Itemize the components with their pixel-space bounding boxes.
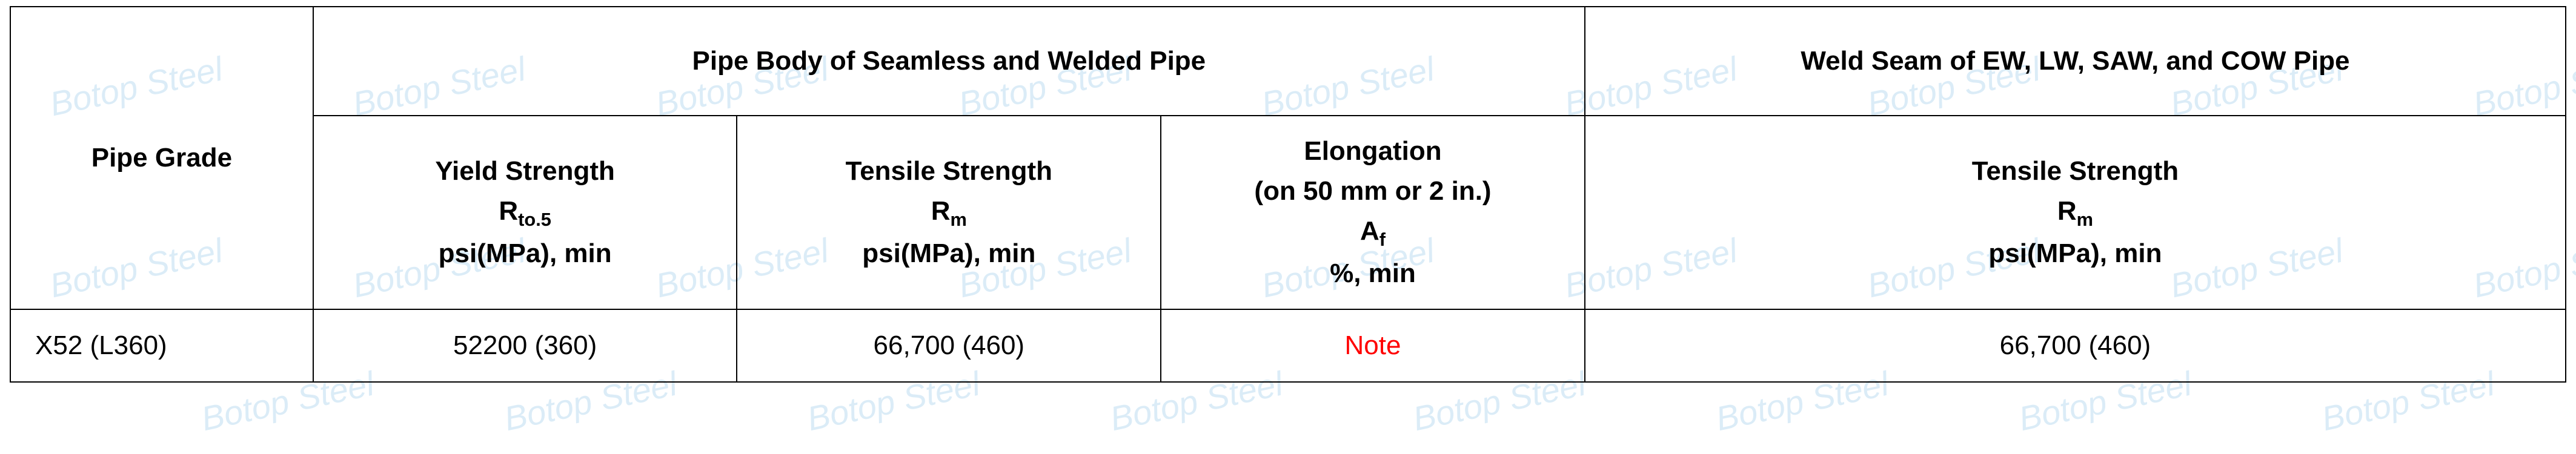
group2-label: Weld Seam of EW, LW, SAW, and COW Pipe: [1801, 46, 2349, 76]
elong-line2: (on 50 mm or 2 in.): [1254, 176, 1491, 206]
tensile2-line1: Tensile Strength: [1972, 156, 2179, 186]
pipe-spec-table: Pipe Grade Pipe Body of Seamless and Wel…: [10, 6, 2566, 383]
group1-label: Pipe Body of Seamless and Welded Pipe: [692, 46, 1206, 76]
header-elongation: Elongation (on 50 mm or 2 in.) Af %, min: [1161, 116, 1585, 309]
table-row: X52 (L360) 52200 (360) 66,700 (460) Note…: [10, 309, 2566, 382]
elong-line4: %, min: [1330, 258, 1416, 288]
header-group-weld: Weld Seam of EW, LW, SAW, and COW Pipe: [1585, 7, 2566, 116]
yield-line3: psi(MPa), min: [439, 239, 612, 268]
tensile2-line3: psi(MPa), min: [1988, 239, 2162, 268]
tensile1-line2-sub: m: [951, 209, 967, 230]
elong-line1: Elongation: [1304, 136, 1441, 166]
cell-pipe-grade: X52 (L360): [10, 309, 313, 382]
yield-line2-main: R: [499, 196, 518, 226]
tensile1-line2-main: R: [931, 196, 951, 226]
header-tensile1: Tensile Strength Rm psi(MPa), min: [737, 116, 1161, 309]
tensile1-line3: psi(MPa), min: [862, 239, 1035, 268]
header-yield-strength: Yield Strength Rto.5 psi(MPa), min: [313, 116, 737, 309]
cell-yield: 52200 (360): [313, 309, 737, 382]
header-group-body: Pipe Body of Seamless and Welded Pipe: [313, 7, 1585, 116]
cell-elongation-note: Note: [1161, 309, 1585, 382]
cell-tensile1: 66,700 (460): [737, 309, 1161, 382]
tensile2-line2-sub: m: [2077, 209, 2093, 230]
cell-tensile2: 66,700 (460): [1585, 309, 2566, 382]
pipe-grade-label: Pipe Grade: [91, 143, 232, 173]
tensile2-line2-main: R: [2057, 196, 2077, 226]
elong-line3-sub: f: [1379, 229, 1386, 250]
elong-line3-main: A: [1360, 216, 1379, 246]
tensile1-line1: Tensile Strength: [846, 156, 1052, 186]
header-pipe-grade: Pipe Grade: [10, 7, 313, 309]
yield-line2-sub: to.5: [518, 209, 551, 230]
header-tensile2: Tensile Strength Rm psi(MPa), min: [1585, 116, 2566, 309]
yield-line1: Yield Strength: [435, 156, 615, 186]
